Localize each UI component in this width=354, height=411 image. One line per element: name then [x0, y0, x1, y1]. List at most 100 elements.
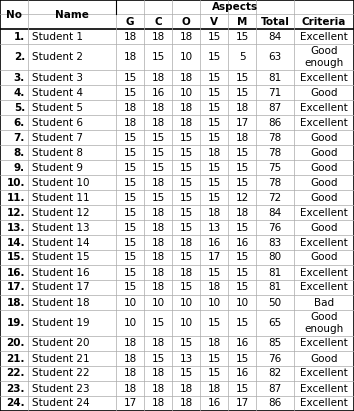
Text: 13: 13	[179, 353, 193, 363]
Text: 15: 15	[152, 318, 165, 328]
Text: Excellent: Excellent	[300, 208, 348, 217]
Text: Student 15: Student 15	[32, 252, 90, 263]
Text: 18: 18	[152, 282, 165, 293]
Text: 82: 82	[268, 369, 282, 379]
Text: Student 24: Student 24	[32, 399, 90, 409]
Text: 10: 10	[179, 88, 193, 97]
Text: 15: 15	[207, 32, 221, 42]
Text: Student 14: Student 14	[32, 238, 90, 247]
Text: 17: 17	[207, 252, 221, 263]
Text: 15: 15	[124, 178, 137, 187]
Text: 18: 18	[152, 268, 165, 277]
Text: Excellent: Excellent	[300, 72, 348, 83]
Text: 18: 18	[207, 208, 221, 217]
Text: 15: 15	[207, 318, 221, 328]
Text: 18: 18	[152, 118, 165, 127]
Text: Excellent: Excellent	[300, 268, 348, 277]
Text: 5: 5	[239, 52, 245, 62]
Text: 15: 15	[152, 148, 165, 157]
Text: 15: 15	[179, 369, 193, 379]
Text: Excellent: Excellent	[300, 399, 348, 409]
Text: 15: 15	[207, 178, 221, 187]
Text: 18: 18	[152, 32, 165, 42]
Text: Student 6: Student 6	[32, 118, 83, 127]
Text: 84: 84	[268, 208, 282, 217]
Text: Good: Good	[310, 162, 338, 173]
Text: Excellent: Excellent	[300, 238, 348, 247]
Text: 10: 10	[179, 318, 193, 328]
Text: 15.: 15.	[6, 252, 25, 263]
Text: Student 19: Student 19	[32, 318, 90, 328]
Text: Good
enough: Good enough	[304, 312, 344, 334]
Text: 10: 10	[235, 298, 249, 307]
Text: 18: 18	[207, 282, 221, 293]
Text: 15: 15	[235, 353, 249, 363]
Text: 15: 15	[207, 369, 221, 379]
Text: 76: 76	[268, 353, 282, 363]
Text: 15: 15	[235, 222, 249, 233]
Text: 15: 15	[235, 162, 249, 173]
Text: Student 23: Student 23	[32, 383, 90, 393]
Text: 18: 18	[179, 399, 193, 409]
Text: 87: 87	[268, 102, 282, 113]
Text: 15: 15	[124, 148, 137, 157]
Text: 15: 15	[207, 118, 221, 127]
Text: 22.: 22.	[6, 369, 25, 379]
Text: 15: 15	[179, 282, 193, 293]
Text: 15: 15	[207, 52, 221, 62]
Text: Student 12: Student 12	[32, 208, 90, 217]
Text: 10: 10	[124, 298, 137, 307]
Text: V: V	[210, 16, 218, 26]
Text: Student 20: Student 20	[32, 339, 90, 349]
Text: 15: 15	[179, 208, 193, 217]
Text: 18: 18	[152, 369, 165, 379]
Text: 16: 16	[235, 339, 249, 349]
Text: 16: 16	[235, 369, 249, 379]
Text: 6.: 6.	[14, 118, 25, 127]
Text: 15: 15	[152, 52, 165, 62]
Text: Excellent: Excellent	[300, 118, 348, 127]
Text: 17.: 17.	[6, 282, 25, 293]
Text: Student 2: Student 2	[32, 52, 83, 62]
Text: 86: 86	[268, 118, 282, 127]
Text: Good: Good	[310, 148, 338, 157]
Text: 72: 72	[268, 192, 282, 203]
Text: 13.: 13.	[6, 222, 25, 233]
Text: 50: 50	[268, 298, 281, 307]
Text: 18: 18	[179, 238, 193, 247]
Text: Good
enough: Good enough	[304, 46, 344, 68]
Text: 16: 16	[152, 88, 165, 97]
Text: 18: 18	[207, 383, 221, 393]
Text: 85: 85	[268, 339, 282, 349]
Text: 10: 10	[179, 298, 193, 307]
Text: 71: 71	[268, 88, 282, 97]
Text: 15: 15	[124, 162, 137, 173]
Text: 18: 18	[179, 268, 193, 277]
Text: Student 11: Student 11	[32, 192, 90, 203]
Text: 18: 18	[207, 339, 221, 349]
Text: 16.: 16.	[6, 268, 25, 277]
Text: 15: 15	[179, 339, 193, 349]
Text: 18: 18	[152, 178, 165, 187]
Text: 15: 15	[124, 208, 137, 217]
Text: 15: 15	[124, 268, 137, 277]
Text: 16: 16	[207, 238, 221, 247]
Text: Student 9: Student 9	[32, 162, 83, 173]
Text: 15: 15	[179, 178, 193, 187]
Text: Student 4: Student 4	[32, 88, 83, 97]
Text: 81: 81	[268, 268, 282, 277]
Text: 15: 15	[235, 178, 249, 187]
Text: 15: 15	[179, 192, 193, 203]
Text: 15: 15	[235, 88, 249, 97]
Text: 15: 15	[124, 132, 137, 143]
Text: 15: 15	[235, 318, 249, 328]
Text: 15: 15	[207, 268, 221, 277]
Text: 15: 15	[207, 72, 221, 83]
Text: 15: 15	[124, 72, 137, 83]
Text: 13: 13	[207, 222, 221, 233]
Text: 78: 78	[268, 132, 282, 143]
Text: Good: Good	[310, 132, 338, 143]
Text: 15: 15	[124, 282, 137, 293]
Text: Bad: Bad	[314, 298, 334, 307]
Text: 18: 18	[152, 222, 165, 233]
